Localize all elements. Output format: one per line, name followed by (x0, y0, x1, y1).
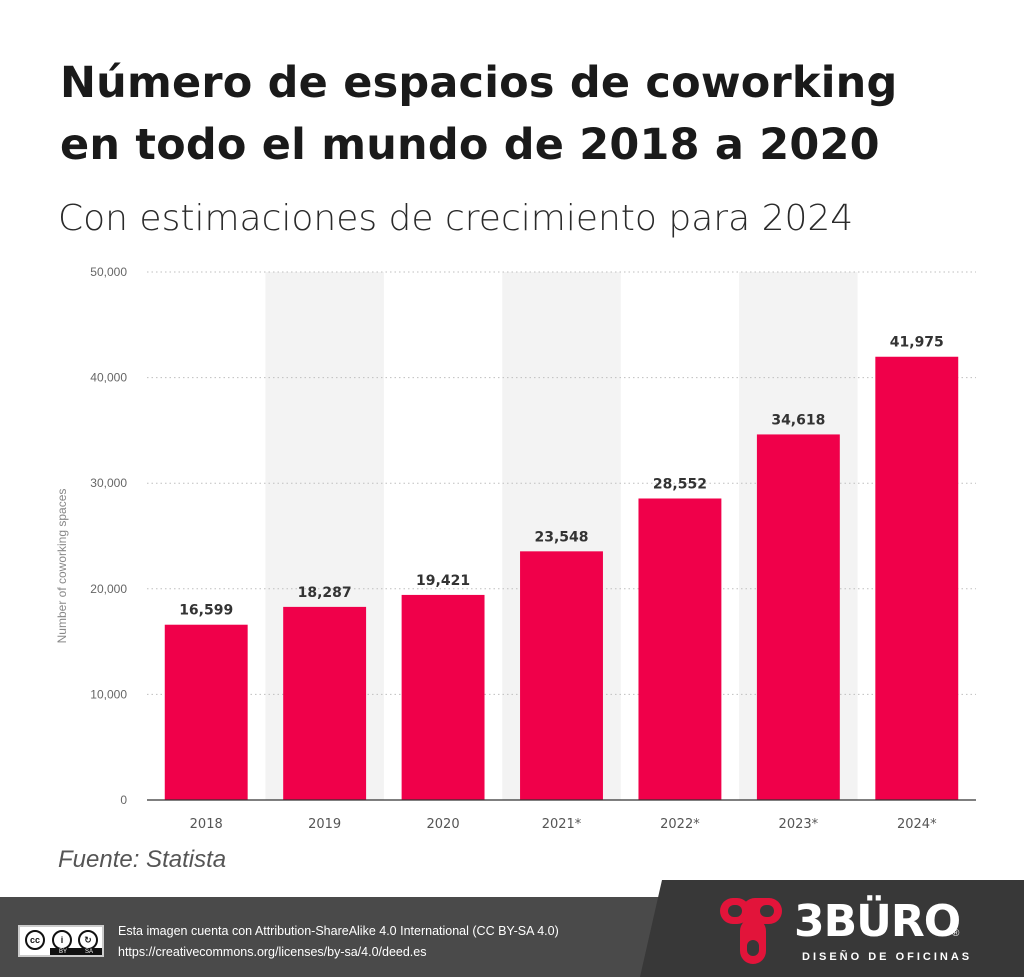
y-tick-label: 20,000 (90, 582, 127, 596)
bar-value-label: 23,548 (534, 529, 588, 545)
bar-value-label: 41,975 (890, 335, 944, 351)
x-tick-label: 2021* (542, 817, 582, 832)
chart-title: Número de espacios de coworking en todo … (60, 52, 1010, 176)
badge-by-label: BY (58, 948, 67, 955)
registered-mark: ® (952, 928, 960, 939)
x-tick-label: 2022* (660, 817, 700, 832)
source-note: Fuente: Statista (58, 846, 227, 873)
license-text: Esta imagen cuenta con Attribution-Share… (118, 924, 559, 938)
y-axis-title: Number of coworking spaces (55, 489, 69, 644)
bar-value-label: 34,618 (771, 412, 825, 428)
bar (164, 624, 248, 800)
bar (638, 498, 722, 800)
bar-value-label: 19,421 (416, 573, 470, 589)
x-tick-label: 2018 (190, 817, 223, 832)
x-tick-label: 2023* (779, 817, 819, 832)
footer-brand-panel (640, 880, 1024, 977)
cc-license-badge[interactable]: cc i ↻ BY SA (18, 925, 104, 957)
brand-name: 3BÜRO (794, 896, 961, 947)
x-tick-label: 2020 (427, 817, 460, 832)
license-link[interactable]: https://creativecommons.org/licenses/by-… (118, 945, 427, 959)
y-tick-label: 40,000 (90, 371, 127, 385)
y-tick-label: 50,000 (90, 265, 127, 279)
x-tick-label: 2019 (308, 817, 341, 832)
bar-value-label: 16,599 (179, 603, 233, 619)
brand-logo: 3BÜRO ® DISEÑO DE OFICINAS (716, 888, 976, 973)
brand-tagline: DISEÑO DE OFICINAS (802, 951, 973, 963)
title-line-1: Número de espacios de coworking (60, 58, 898, 108)
y-tick-label: 0 (120, 793, 127, 807)
bar (875, 356, 959, 800)
title-line-2: en todo el mundo de 2018 a 2020 (60, 120, 880, 170)
cc-icon: cc (25, 930, 45, 950)
bar-chart: 0 10,000 20,000 30,000 40,000 50,000 16,599 201… (55, 265, 976, 832)
chain-link-icon (720, 898, 782, 964)
bar (283, 606, 367, 800)
bar (401, 594, 485, 800)
y-tick-label: 30,000 (90, 476, 127, 490)
bar-value-label: 18,287 (298, 585, 352, 601)
y-tick-label: 10,000 (90, 687, 127, 701)
bar (756, 434, 840, 800)
chart-subtitle: Con estimaciones de crecimiento para 202… (58, 198, 854, 239)
share-alike-icon: ↻ (78, 930, 98, 950)
x-tick-label: 2024* (897, 817, 937, 832)
person-icon: i (52, 930, 72, 950)
bar (520, 551, 603, 800)
badge-sa-label: SA (84, 948, 93, 955)
badge-strip: BY SA (50, 948, 102, 955)
bar-value-label: 28,552 (653, 476, 707, 492)
